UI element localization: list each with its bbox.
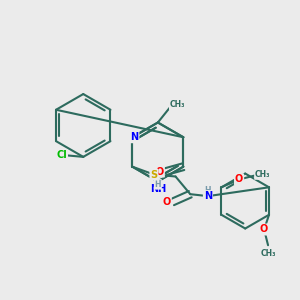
Text: Cl: Cl [56,150,67,160]
Text: N: N [204,191,212,201]
Text: CH₃: CH₃ [170,100,185,109]
Text: S: S [150,169,158,179]
Text: O: O [156,167,164,177]
Text: CH₃: CH₃ [255,170,270,179]
Text: N: N [130,132,138,142]
Text: O: O [235,174,243,184]
Text: H: H [154,180,161,189]
Text: O: O [260,224,268,235]
Text: H: H [205,186,211,195]
Text: O: O [163,197,171,207]
Text: NH: NH [150,184,166,194]
Text: CH₃: CH₃ [260,249,276,258]
